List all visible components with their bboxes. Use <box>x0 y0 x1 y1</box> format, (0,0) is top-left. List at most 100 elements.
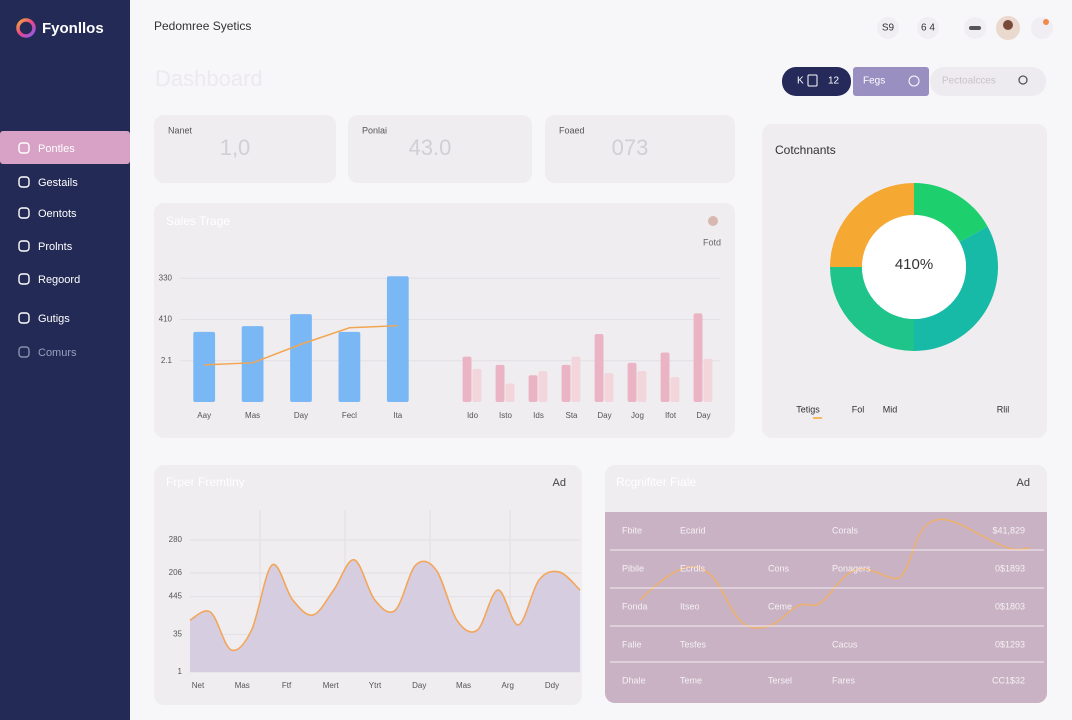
x-tick-label: Mas <box>456 681 471 690</box>
stat-label: Foaed <box>559 125 585 135</box>
x-tick-label: Isto <box>499 411 512 420</box>
legend-label: Fotd <box>703 237 721 247</box>
x-tick-label: Jog <box>631 411 644 420</box>
table: Fbite Ecarid Corals $41,829 Pibile Ecrdls Cons… <box>610 525 1044 685</box>
card-title: Sales Trage <box>166 214 230 228</box>
table-cell: 0$1893 <box>995 563 1025 573</box>
x-tick-label: Ita <box>393 411 402 420</box>
table-cell: Ceme <box>768 601 792 611</box>
nav-icon <box>18 142 30 154</box>
x-tick-label: Ids <box>533 411 544 420</box>
card-title: Cotchnants <box>775 143 836 157</box>
center-label: 410% <box>895 256 933 273</box>
x-tick-label: Ddy <box>545 681 559 690</box>
icon <box>969 26 981 30</box>
bar <box>505 383 515 402</box>
y-tick-label: 35 <box>173 629 182 638</box>
avatar-face <box>1003 20 1013 30</box>
bar <box>561 364 571 402</box>
table-cell: Falie <box>622 639 642 649</box>
sidebar <box>0 0 130 720</box>
legend-label: Tetigs <box>796 404 820 414</box>
search-box[interactable] <box>930 67 1046 96</box>
nav-icon <box>18 240 30 252</box>
notification-button[interactable] <box>1031 17 1053 39</box>
filter-button[interactable] <box>853 67 929 96</box>
y-tick-label: 206 <box>169 568 183 577</box>
nav-item[interactable]: Regoord <box>38 274 80 286</box>
table-cell: Pibile <box>622 563 644 573</box>
toolbar-icon <box>807 74 818 87</box>
nav-item[interactable]: Pontles <box>38 143 75 155</box>
table-cell: 0$1803 <box>995 601 1025 611</box>
table-cell: Dhale <box>622 675 646 685</box>
table-cell: Cacus <box>832 639 858 649</box>
card-action[interactable]: Ad <box>1017 477 1030 489</box>
bar <box>670 377 680 402</box>
bar <box>571 356 581 402</box>
bar <box>290 314 312 402</box>
table-cell: Tesfes <box>680 639 707 649</box>
nav-item[interactable]: Gutigs <box>38 313 70 325</box>
table-cell: Ponagers <box>832 563 871 573</box>
nav-item[interactable]: Comurs <box>38 347 77 359</box>
pie-slice <box>914 183 988 242</box>
table-cell: Fonda <box>622 601 648 611</box>
filter-icon <box>908 75 920 87</box>
bar <box>495 364 505 402</box>
y-tick-label: 2.1 <box>161 356 173 365</box>
pie-slice <box>830 267 914 351</box>
x-tick-label: Day <box>412 681 426 690</box>
nav-active <box>0 131 130 164</box>
y-tick-label: 410 <box>159 315 173 324</box>
bar <box>241 326 264 402</box>
nav-item[interactable]: Gestails <box>38 177 78 189</box>
line <box>204 324 398 366</box>
legend-label: Fol <box>852 404 865 414</box>
nav-item[interactable]: Oentots <box>38 208 77 220</box>
icon-button[interactable] <box>917 17 939 39</box>
table-cell: Cons <box>768 563 790 573</box>
nav-icon <box>18 207 30 219</box>
icon-button[interactable] <box>877 17 899 39</box>
donut-hole <box>862 215 966 319</box>
card-action[interactable]: Ad <box>553 477 566 489</box>
bar <box>462 356 472 402</box>
x-tick-label: Net <box>192 681 205 690</box>
nav: Pontles Gestails Oentots Prolnts Regoord Guti… <box>18 142 80 359</box>
toolbar-label: K <box>797 76 804 87</box>
table-cell: $41,829 <box>992 525 1025 535</box>
table-cell: Ecrdls <box>680 563 706 573</box>
bar <box>528 375 538 402</box>
bar <box>693 313 703 402</box>
x-tick-label: Mert <box>323 681 340 690</box>
table-body <box>605 512 1047 703</box>
y-tick-label: 280 <box>169 535 183 544</box>
table-cell: 0$1293 <box>995 639 1025 649</box>
card-title: Rcgnifiter Fiale <box>616 475 696 489</box>
search-placeholder: Pectoalcces <box>942 76 996 87</box>
search-icon <box>1018 75 1028 85</box>
stats: Nanet 1,0 Ponlai 43.0 Foaed 073 <box>154 115 735 183</box>
table-cell: CC1$32 <box>992 675 1025 685</box>
x-tick-label: Fecl <box>342 411 357 420</box>
nav-item[interactable]: Prolnts <box>38 241 73 253</box>
stat-card <box>545 115 735 183</box>
filter-label: Fegs <box>863 76 885 87</box>
x-tick-label: Day <box>696 411 710 420</box>
y-tick-label: 445 <box>169 592 183 601</box>
bar <box>193 331 216 402</box>
stat-card <box>154 115 336 183</box>
header-title: Pedomree Syetics <box>154 19 251 33</box>
logo <box>16 18 36 38</box>
stat-value: 073 <box>612 135 649 160</box>
x-tick-label: Ftf <box>282 681 292 690</box>
bar <box>660 352 670 402</box>
table-cell: Itseo <box>680 601 700 611</box>
table-cell: Teme <box>680 675 702 685</box>
y-tick-label: 1 <box>178 667 183 676</box>
bar <box>472 369 482 402</box>
bar <box>627 362 637 402</box>
notification-dot <box>1043 19 1049 25</box>
bar <box>386 276 409 402</box>
